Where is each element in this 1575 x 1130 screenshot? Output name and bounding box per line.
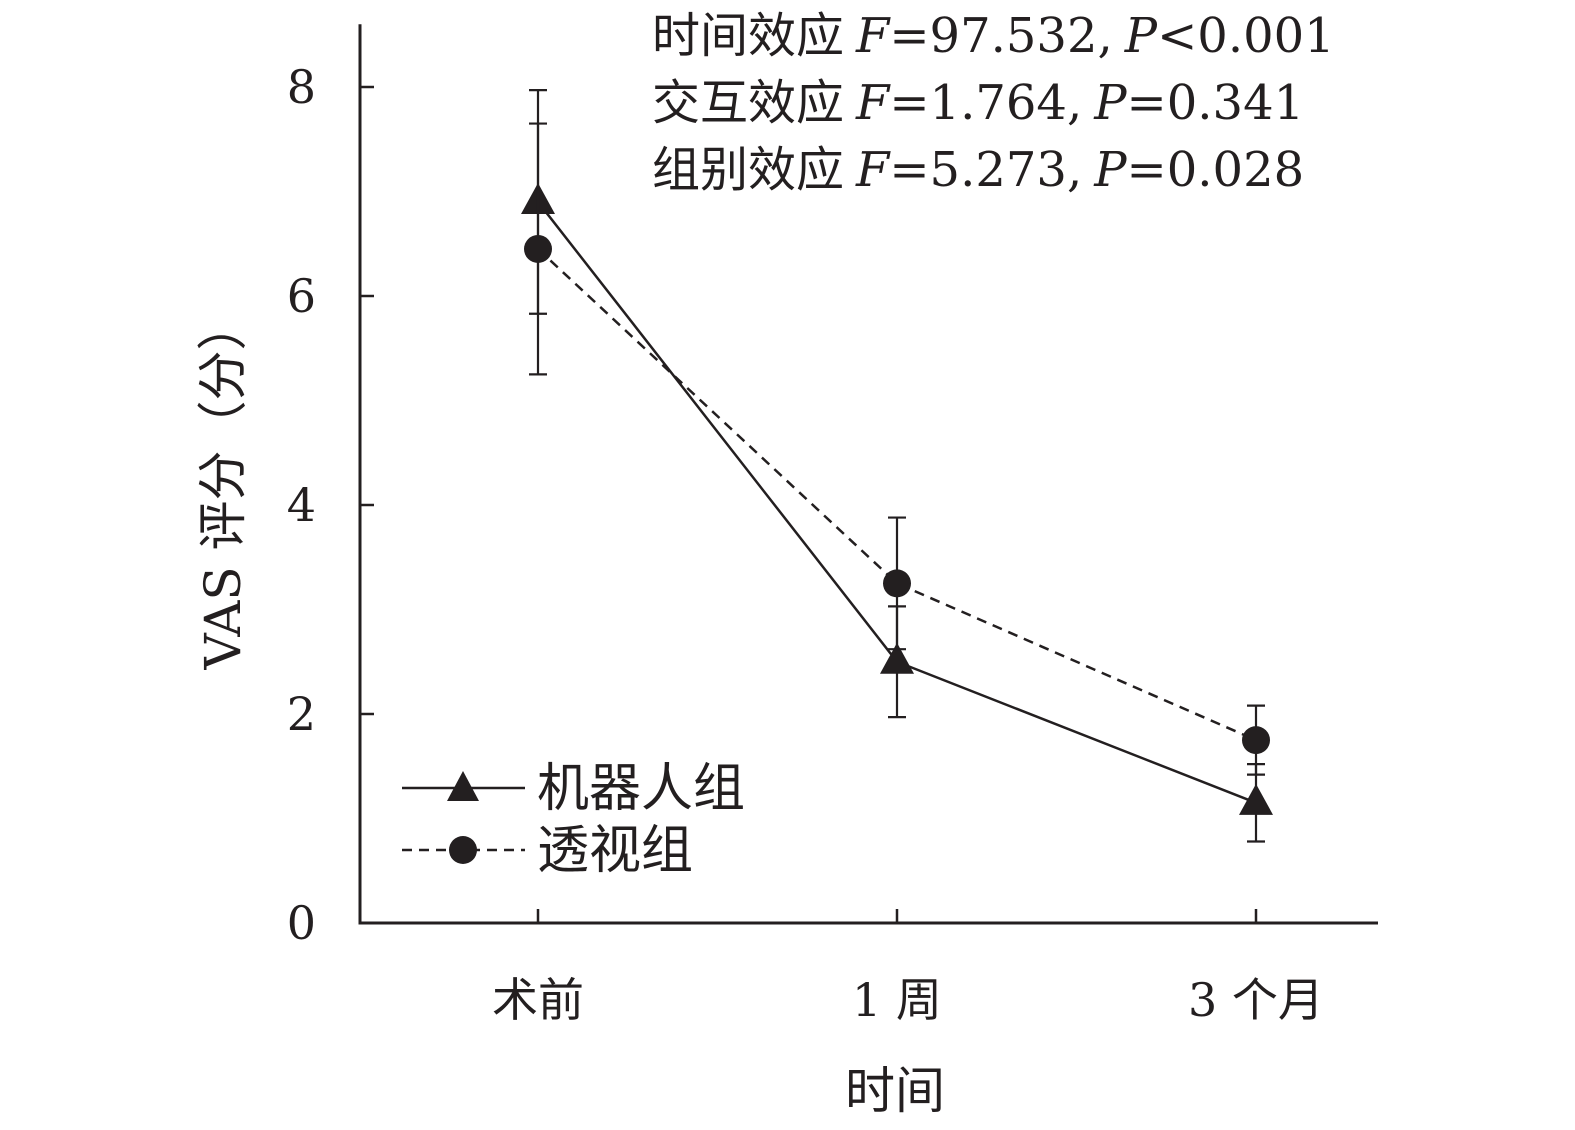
axes: 0 2 4 6 8 术前 1 周 3 个月 bbox=[287, 24, 1378, 1027]
x-tick-label-0: 术前 bbox=[492, 973, 584, 1027]
x-axis-label: 时间 bbox=[845, 1062, 945, 1120]
series-layer bbox=[521, 89, 1273, 843]
series-triangle bbox=[521, 89, 1273, 843]
annotation-interaction-p-value: =0.341 bbox=[1127, 75, 1305, 131]
y-tick-label-0: 0 bbox=[287, 896, 316, 950]
legend-label-robot: 机器人组 bbox=[537, 759, 745, 819]
annotation-group-f-symbol: F bbox=[855, 142, 891, 198]
point-circle-0 bbox=[524, 234, 552, 263]
stats-annotations: 时间效应 F=97.532, P<0.001 交互效应 F=1.764, P=0.341… bbox=[652, 8, 1335, 198]
legend-label-fluoro: 透视组 bbox=[537, 821, 693, 881]
annotation-time-f-symbol: F bbox=[855, 8, 891, 64]
series-circle bbox=[524, 122, 1270, 776]
annotation-time-label: 时间效应 bbox=[652, 8, 844, 64]
y-axis-label: VAS 评分（分） bbox=[194, 301, 252, 671]
annotation-interaction-f-symbol: F bbox=[855, 75, 891, 131]
annotation-group-label: 组别效应 bbox=[652, 142, 844, 198]
annotation-group-p-value: =0.028 bbox=[1127, 142, 1305, 198]
annotation-interaction-effect: 交互效应 F=1.764, P=0.341 bbox=[652, 75, 1304, 131]
annotation-interaction-f-value: =1.764, bbox=[889, 75, 1082, 131]
point-triangle-2 bbox=[1239, 783, 1273, 815]
annotation-time-f-value: =97.532, bbox=[889, 8, 1112, 64]
legend: 机器人组 透视组 bbox=[402, 759, 745, 881]
legend-marker-circle bbox=[449, 836, 477, 864]
annotation-group-effect: 组别效应 F=5.273, P=0.028 bbox=[652, 142, 1304, 198]
annotation-interaction-p-symbol: P bbox=[1093, 75, 1127, 131]
annotation-time-p-value: <0.001 bbox=[1157, 8, 1335, 64]
y-tick-label-2: 4 bbox=[287, 478, 316, 532]
point-triangle-1 bbox=[880, 642, 914, 674]
annotation-time-effect: 时间效应 F=97.532, P<0.001 bbox=[652, 8, 1335, 64]
point-circle-2 bbox=[1242, 726, 1270, 755]
annotation-group-p-symbol: P bbox=[1093, 142, 1127, 198]
y-tick-label-1: 2 bbox=[287, 687, 316, 741]
x-tick-label-1: 1 周 bbox=[852, 973, 942, 1027]
series-line-circle bbox=[537, 248, 1257, 742]
point-circle-1 bbox=[883, 569, 911, 598]
legend-marker-triangle bbox=[447, 771, 479, 801]
x-tick-label-2: 3 个月 bbox=[1188, 973, 1324, 1027]
annotation-time-p-symbol: P bbox=[1124, 8, 1158, 64]
y-tick-label-3: 6 bbox=[287, 269, 316, 323]
annotation-interaction-label: 交互效应 bbox=[652, 75, 844, 131]
annotation-group-f-value: =5.273, bbox=[889, 142, 1082, 198]
y-tick-label-4: 8 bbox=[287, 60, 316, 114]
